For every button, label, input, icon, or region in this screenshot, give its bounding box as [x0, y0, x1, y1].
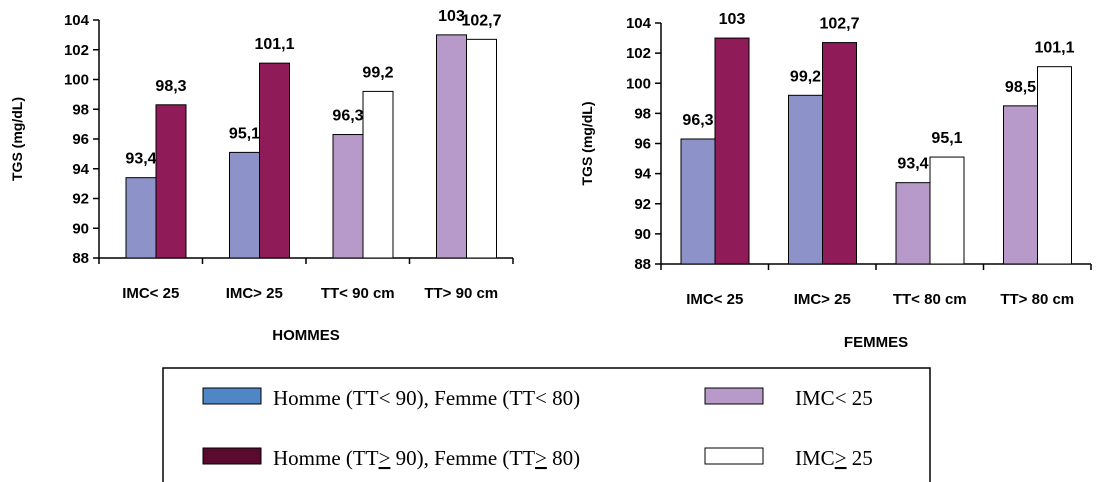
- y-tick-label: 96: [72, 131, 89, 148]
- y-tick-label: 92: [72, 191, 89, 208]
- bar: [1003, 105, 1038, 265]
- bar: [436, 34, 467, 259]
- y-tick-label: 102: [64, 42, 89, 59]
- data-label: 102,7: [461, 12, 501, 29]
- legend-label-part: >: [835, 446, 847, 470]
- legend-label-part: <: [835, 386, 847, 410]
- data-label: 99,2: [790, 68, 821, 85]
- x-tick-label: TT< 90 cm: [321, 285, 395, 302]
- bar: [895, 182, 931, 265]
- x-tick-label: TT> 80 cm: [1000, 291, 1074, 308]
- bar: [929, 156, 965, 265]
- legend-box: [162, 367, 931, 482]
- legend-label: IMC< 25: [795, 386, 873, 410]
- y-tick-label: 104: [626, 15, 652, 32]
- y-tick-label: 88: [634, 256, 651, 273]
- y-tick-label: 88: [72, 250, 89, 267]
- legend-label-part: 80): [547, 446, 580, 470]
- y-tick-label: 92: [634, 196, 651, 213]
- data-label: 98,3: [155, 78, 186, 95]
- x-tick-label: TT> 90 cm: [424, 285, 498, 302]
- bar: [259, 62, 290, 259]
- y-tick-label: 102: [626, 45, 651, 62]
- data-label: 103: [438, 8, 465, 25]
- y-axis-label: TGS (mg/dL): [9, 97, 25, 181]
- data-label: 101,1: [1034, 40, 1074, 57]
- y-tick-label: 100: [626, 75, 651, 92]
- bar: [155, 104, 187, 259]
- data-label: 99,2: [362, 64, 393, 81]
- y-tick-label: 94: [72, 161, 89, 178]
- legend-label-part: >: [379, 446, 391, 470]
- data-label: 102,7: [819, 16, 859, 33]
- y-tick-label: 104: [64, 12, 90, 29]
- y-tick-label: 98: [72, 101, 89, 118]
- legend-label-part: Homme (TT: [273, 446, 379, 470]
- y-axis-label: TGS (mg/dL): [579, 102, 595, 186]
- x-axis-label: HOMMES: [272, 327, 340, 344]
- y-tick-label: 96: [634, 136, 651, 153]
- chart-femmes: 88 90 92 94 96 98 100 102 104 96,3 103 IMC< 25 99,2 1…: [579, 11, 1092, 351]
- legend-label-part: 25: [847, 446, 873, 470]
- legend-label-part: 90), Femme (TT: [390, 446, 535, 470]
- legend-label: IMC> 25: [795, 446, 873, 470]
- legend: Homme (TT< 90), Femme (TT< 80) IMC< 25Hom…: [162, 367, 931, 482]
- data-label: 96,3: [332, 108, 363, 125]
- bar: [680, 138, 716, 265]
- bar: [362, 90, 394, 259]
- chart-hommes: 88 90 92 94 96 98 100 102 104 93,4 98,3 IMC< 25 95,1…: [9, 8, 514, 344]
- x-axis-label: FEMMES: [844, 334, 908, 351]
- bar: [332, 134, 364, 259]
- bar: [788, 94, 823, 265]
- legend-swatch: [704, 387, 764, 405]
- legend-label-part: IMC: [795, 446, 835, 470]
- data-label: 95,1: [229, 125, 260, 142]
- bar: [229, 151, 260, 259]
- data-label: 93,4: [125, 151, 156, 168]
- y-tick-label: 90: [72, 220, 89, 237]
- legend-swatch: [704, 447, 764, 465]
- bar: [466, 38, 497, 259]
- legend-label-part: IMC: [795, 386, 835, 410]
- bar: [1037, 66, 1072, 265]
- bar: [125, 177, 157, 259]
- legend-label: Homme (TT> 90), Femme (TT> 80): [273, 446, 580, 470]
- data-label: 103: [719, 11, 746, 28]
- legend-swatch: [202, 387, 262, 405]
- legend-label: Homme (TT< 90), Femme (TT< 80): [273, 386, 580, 410]
- x-tick-label: IMC> 25: [226, 285, 283, 302]
- legend-label-part: >: [535, 446, 547, 470]
- x-tick-label: IMC< 25: [122, 285, 179, 302]
- bar: [822, 42, 857, 265]
- x-tick-label: TT< 80 cm: [893, 291, 967, 308]
- x-tick-label: IMC> 25: [794, 291, 851, 308]
- data-label: 98,5: [1005, 79, 1036, 96]
- bar: [714, 37, 750, 265]
- y-tick-label: 98: [634, 105, 651, 122]
- data-label: 96,3: [682, 112, 713, 129]
- legend-label-part: <: [379, 386, 391, 410]
- data-label: 95,1: [931, 130, 962, 147]
- data-label: 93,4: [897, 156, 928, 173]
- y-tick-label: 90: [634, 226, 651, 243]
- x-tick-label: IMC< 25: [686, 291, 743, 308]
- legend-swatch: [202, 447, 262, 465]
- legend-label-part: 25: [847, 386, 873, 410]
- y-tick-label: 100: [64, 72, 89, 89]
- legend-label-part: 80): [547, 386, 580, 410]
- legend-label-part: Homme (TT: [273, 386, 379, 410]
- legend-label-part: 90), Femme (TT: [390, 386, 535, 410]
- data-label: 101,1: [254, 36, 294, 53]
- legend-label-part: <: [535, 386, 547, 410]
- y-tick-label: 94: [634, 166, 651, 183]
